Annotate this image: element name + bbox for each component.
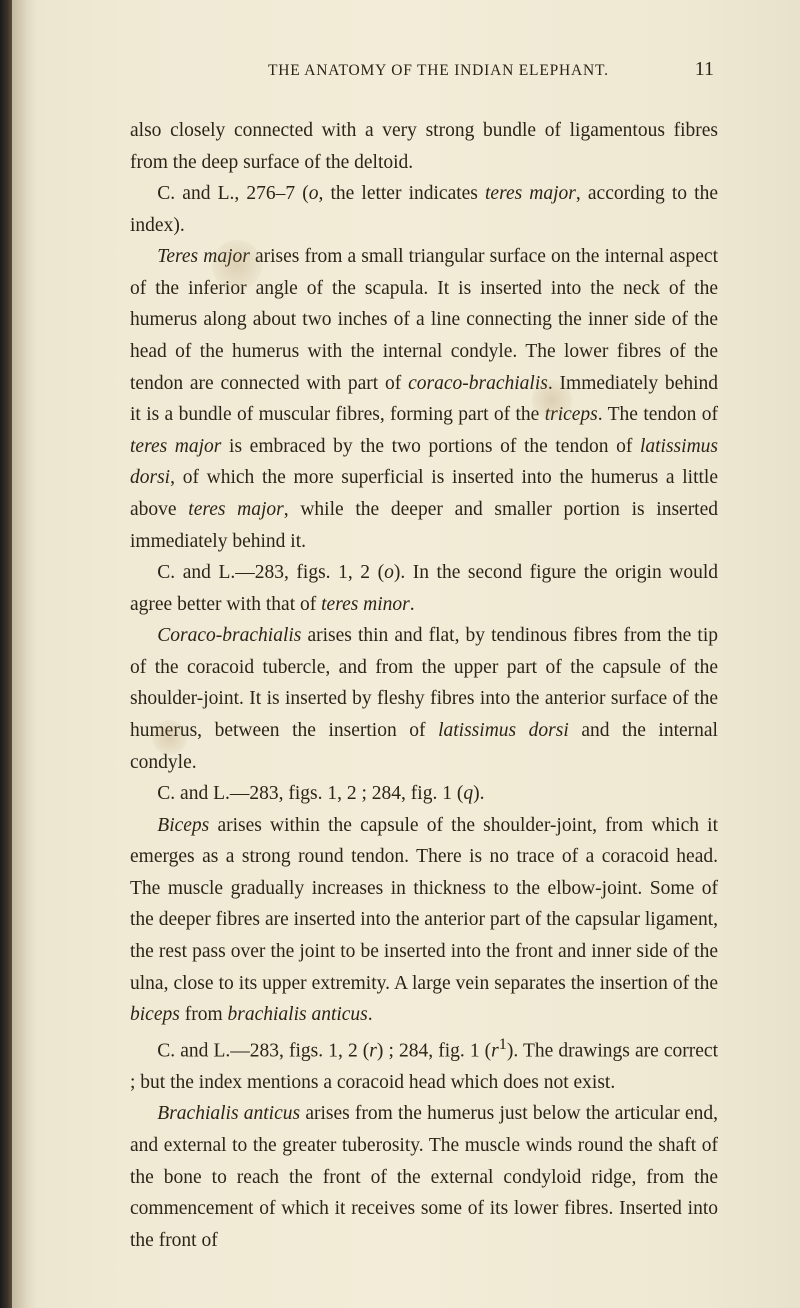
text: from bbox=[180, 1004, 228, 1025]
paragraph: Coraco-brachialis arises thin and flat, … bbox=[130, 620, 718, 778]
italic: o bbox=[384, 562, 394, 583]
text: arises from a small triangular surface o… bbox=[130, 246, 718, 393]
italic: o bbox=[309, 183, 319, 204]
paragraph: Brachialis anticus arises from the humer… bbox=[130, 1098, 718, 1256]
paragraph: also closely connected with a very stron… bbox=[130, 115, 718, 178]
italic: r bbox=[491, 1040, 499, 1061]
text: . bbox=[368, 1004, 373, 1025]
running-head: THE ANATOMY OF THE INDIAN ELEPHANT. 11 bbox=[130, 58, 718, 81]
superscript: 1 bbox=[499, 1035, 507, 1053]
italic: Brachialis anticus bbox=[157, 1103, 300, 1124]
text: C. and L.—283, figs. 1, 2 ; 284, fig. 1 … bbox=[157, 783, 463, 804]
running-title: THE ANATOMY OF THE INDIAN ELEPHANT. bbox=[134, 62, 695, 80]
text: C. and L.—283, figs. 1, 2 ( bbox=[157, 562, 384, 583]
text: arises from the humerus just below the a… bbox=[130, 1103, 718, 1250]
text: ). bbox=[473, 783, 484, 804]
italic: biceps bbox=[130, 1004, 180, 1025]
italic: r bbox=[369, 1040, 377, 1061]
italic: teres major bbox=[485, 183, 576, 204]
italic: teres major bbox=[130, 436, 221, 457]
text: . bbox=[410, 594, 415, 615]
book-spine bbox=[0, 0, 12, 1308]
paragraph: C. and L.—283, figs. 1, 2 (o). In the se… bbox=[130, 557, 718, 620]
text: . The tendon of bbox=[598, 404, 718, 425]
text: ) ; 284, fig. 1 ( bbox=[377, 1040, 491, 1061]
italic: Biceps bbox=[157, 815, 209, 836]
text: arises within the capsule of the shoulde… bbox=[130, 815, 718, 994]
italic: Coraco-brachialis bbox=[157, 625, 301, 646]
paragraph: C. and L.—283, figs. 1, 2 (r) ; 284, fig… bbox=[130, 1031, 718, 1099]
text: also closely connected with a very stron… bbox=[130, 120, 718, 173]
italic: latissimus dorsi bbox=[438, 720, 569, 741]
paragraph: Teres major arises from a small triangul… bbox=[130, 241, 718, 557]
paragraph: Biceps arises within the capsule of the … bbox=[130, 810, 718, 1031]
page-number: 11 bbox=[695, 58, 714, 81]
italic: q bbox=[463, 783, 473, 804]
italic: teres major bbox=[188, 499, 283, 520]
italic: Teres major bbox=[157, 246, 250, 267]
italic: coraco-brachialis bbox=[408, 373, 548, 394]
italic: brachialis anticus bbox=[227, 1004, 367, 1025]
paragraph: C. and L.—283, figs. 1, 2 ; 284, fig. 1 … bbox=[130, 778, 718, 810]
body-text: also closely connected with a very stron… bbox=[130, 115, 718, 1256]
text: , the letter indicates bbox=[318, 183, 485, 204]
text: C. and L.—283, figs. 1, 2 ( bbox=[157, 1040, 369, 1061]
italic: triceps bbox=[545, 404, 598, 425]
italic: teres minor bbox=[321, 594, 410, 615]
text: C. and L., 276–7 ( bbox=[157, 183, 308, 204]
page: THE ANATOMY OF THE INDIAN ELEPHANT. 11 a… bbox=[12, 0, 800, 1308]
text: is embraced by the two portions of the t… bbox=[221, 436, 640, 457]
paragraph: C. and L., 276–7 (o, the letter indicate… bbox=[130, 178, 718, 241]
